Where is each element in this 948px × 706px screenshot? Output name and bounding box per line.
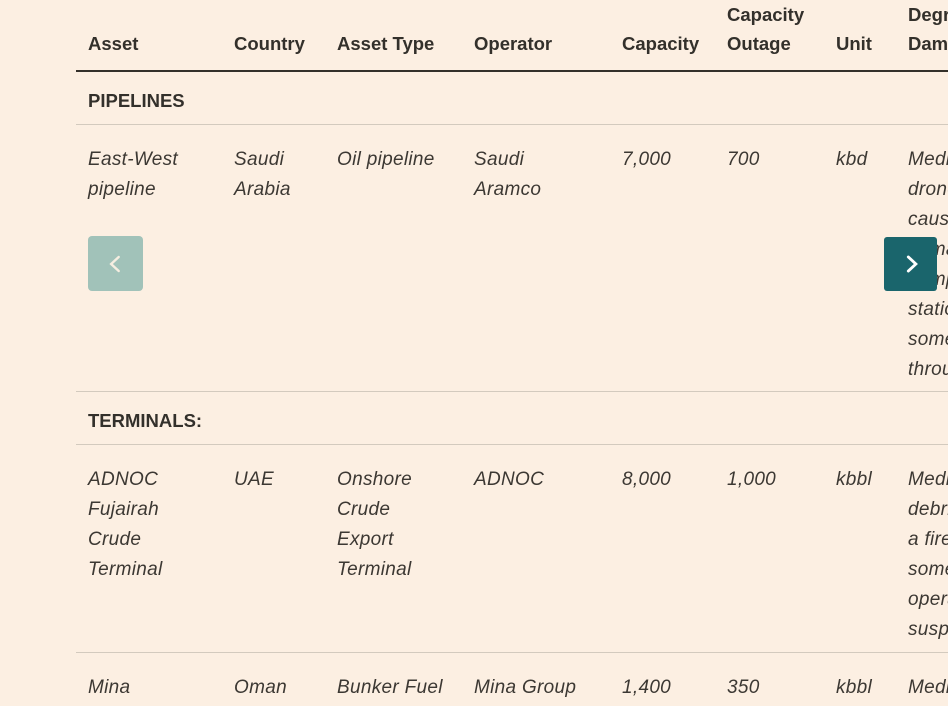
cell-country: Saudi Arabia [234, 124, 337, 392]
column-header-degree-of-damage: Degree of Damage [908, 0, 948, 72]
cell-capacity-outage: 700 [727, 124, 836, 392]
cell-unit: kbbl [836, 444, 908, 653]
cell-asset-type: Bunker Fuel Terminal [337, 676, 443, 698]
previous-page-button[interactable] [88, 236, 143, 291]
asset-outage-table: Asset Country Asset Type Operator Capaci… [76, 0, 948, 706]
section-label-pipelines: PIPELINES [76, 71, 948, 125]
cell-capacity: 1,400 [622, 676, 672, 698]
cell-capacity-outage: 350 [727, 676, 760, 698]
column-header-unit: Unit [836, 0, 908, 72]
cell-asset-type: Onshore Crude Export Terminal [337, 444, 474, 653]
next-page-button[interactable] [884, 237, 937, 291]
column-header-asset-type: Asset Type [337, 0, 474, 72]
column-header-operator: Operator [474, 0, 622, 72]
table-row-adnoc-fujairah: ADNOC Fujairah Crude Terminal UAE Onshor… [76, 444, 948, 653]
cell-capacity-outage: 1,000 [727, 444, 836, 653]
chevron-left-icon [108, 255, 120, 272]
cell-operator: Saudi Aramco [474, 124, 622, 392]
header-row: Asset Country Asset Type Operator Capaci… [76, 0, 948, 72]
cell-capacity: 7,000 [622, 124, 727, 392]
cell-unit: kbbl [836, 676, 873, 698]
column-header-capacity-outage: Capacity Outage [727, 0, 836, 72]
cell-country: UAE [234, 444, 337, 653]
chevron-right-icon [906, 255, 918, 273]
cell-country: Oman [234, 676, 287, 698]
cell-degree-of-damage: Medium — debris [908, 676, 948, 698]
cell-degree-of-damage: Medium — debris a fire; some operations … [908, 444, 948, 653]
table-row-east-west-pipeline: East-West pipeline Saudi Arabia Oil pipe… [76, 124, 948, 392]
cell-asset: Mina Petroleum [88, 676, 131, 698]
column-header-capacity: Capacity [622, 0, 727, 72]
section-label-terminals: TERMINALS: [76, 391, 948, 445]
section-row-pipelines: PIPELINES [76, 71, 948, 125]
cell-asset: ADNOC Fujairah Crude Terminal [76, 444, 234, 653]
column-header-country: Country [234, 0, 337, 72]
cell-operator: Mina Group [474, 676, 577, 698]
cell-asset-type: Oil pipeline [337, 124, 474, 392]
cell-operator: ADNOC [474, 444, 622, 653]
cell-capacity: 8,000 [622, 444, 727, 653]
table-row-mina-petroleum: Mina Petroleum Oman Bunker Fuel Terminal… [76, 652, 948, 706]
column-header-asset: Asset [76, 0, 234, 72]
section-row-terminals: TERMINALS: [76, 391, 948, 445]
